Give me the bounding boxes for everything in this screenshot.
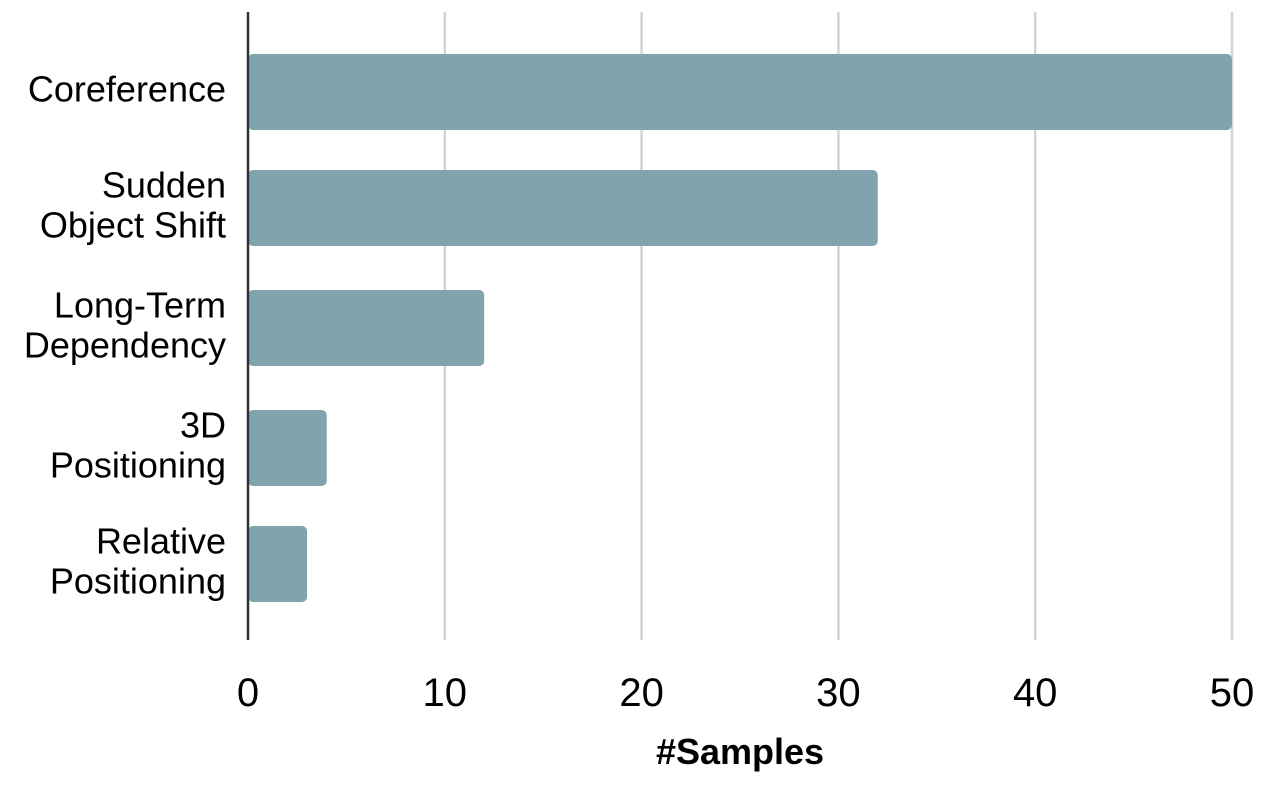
category-label: Sudden [102,165,226,206]
category-label: Object Shift [40,205,226,246]
bar-coreference [248,54,1232,130]
category-label: Positioning [50,445,226,486]
x-tick-label: 30 [816,671,861,715]
bar-long-term-dependency [248,290,485,366]
category-label: Dependency [24,325,226,366]
category-label: 3D [180,405,226,446]
x-tick-label: 10 [423,671,468,715]
x-tick-label: 20 [619,671,664,715]
category-label: Coreference [28,69,226,110]
bars [248,54,1232,602]
x-axis-title: #Samples [656,731,824,772]
bar-sudden-object-shift [248,170,878,246]
category-label: Relative [96,521,226,562]
x-tick-label: 50 [1210,671,1255,715]
bar-relative-positioning [248,526,308,602]
x-tick-label: 0 [237,671,259,715]
category-label: Positioning [50,561,226,602]
category-label: Long-Term [54,285,226,326]
x-tick-label: 40 [1013,671,1058,715]
bar-3d-positioning [248,410,327,486]
x-tick-labels: 0 10 20 30 40 50 [237,671,1254,715]
